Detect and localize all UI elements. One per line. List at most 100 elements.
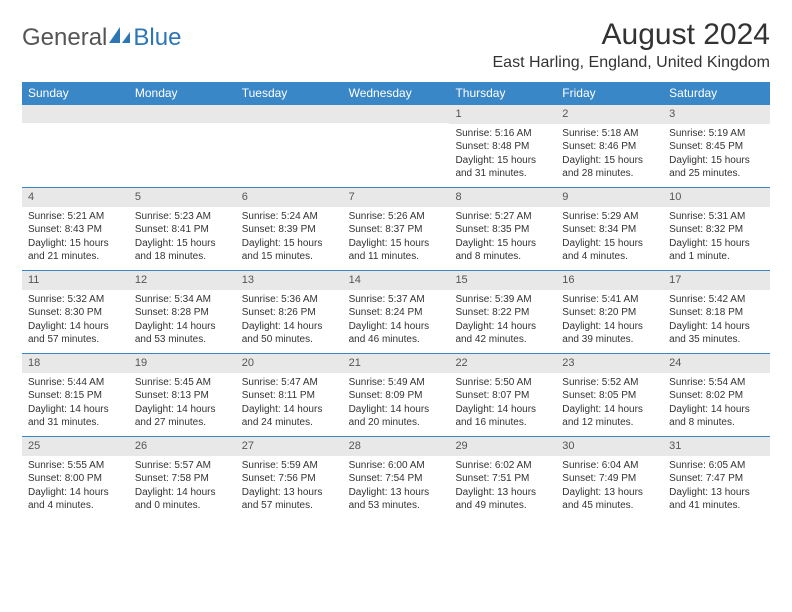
sunrise-text: Sunrise: 5:23 AM — [135, 210, 230, 224]
day-cell: 9Sunrise: 5:29 AMSunset: 8:34 PMDaylight… — [556, 188, 663, 270]
sunrise-text: Sunrise: 5:54 AM — [669, 376, 764, 390]
logo-text-blue: Blue — [133, 24, 181, 52]
sunset-text: Sunset: 8:46 PM — [562, 140, 657, 154]
day-number: 16 — [556, 271, 663, 290]
day-number: 30 — [556, 437, 663, 456]
day-number: 6 — [236, 188, 343, 207]
day-number: 31 — [663, 437, 770, 456]
day-cell: 2Sunrise: 5:18 AMSunset: 8:46 PMDaylight… — [556, 105, 663, 187]
day-cell: 21Sunrise: 5:49 AMSunset: 8:09 PMDayligh… — [343, 354, 450, 436]
day-body: Sunrise: 5:29 AMSunset: 8:34 PMDaylight:… — [556, 207, 663, 268]
sunset-text: Sunset: 8:05 PM — [562, 389, 657, 403]
day-number: 11 — [22, 271, 129, 290]
sunset-text: Sunset: 8:32 PM — [669, 223, 764, 237]
sunrise-text: Sunrise: 5:31 AM — [669, 210, 764, 224]
logo-sail-icon — [109, 27, 131, 50]
day-body: Sunrise: 5:57 AMSunset: 7:58 PMDaylight:… — [129, 456, 236, 517]
day-number: 7 — [343, 188, 450, 207]
sunset-text: Sunset: 8:37 PM — [349, 223, 444, 237]
day-body: Sunrise: 5:18 AMSunset: 8:46 PMDaylight:… — [556, 124, 663, 185]
day-cell: 14Sunrise: 5:37 AMSunset: 8:24 PMDayligh… — [343, 271, 450, 353]
daylight-text: Daylight: 14 hours and 4 minutes. — [28, 486, 123, 513]
day-number — [129, 105, 236, 123]
sunrise-text: Sunrise: 5:26 AM — [349, 210, 444, 224]
day-number: 17 — [663, 271, 770, 290]
day-number: 29 — [449, 437, 556, 456]
sunset-text: Sunset: 8:09 PM — [349, 389, 444, 403]
day-body: Sunrise: 5:41 AMSunset: 8:20 PMDaylight:… — [556, 290, 663, 351]
daylight-text: Daylight: 14 hours and 16 minutes. — [455, 403, 550, 430]
day-number — [343, 105, 450, 123]
daylight-text: Daylight: 15 hours and 1 minute. — [669, 237, 764, 264]
day-header-tue: Tuesday — [236, 82, 343, 104]
sunrise-text: Sunrise: 5:55 AM — [28, 459, 123, 473]
sunrise-text: Sunrise: 6:05 AM — [669, 459, 764, 473]
sunrise-text: Sunrise: 5:24 AM — [242, 210, 337, 224]
day-cell: 20Sunrise: 5:47 AMSunset: 8:11 PMDayligh… — [236, 354, 343, 436]
location: East Harling, England, United Kingdom — [493, 54, 771, 72]
day-number: 28 — [343, 437, 450, 456]
day-cell: 6Sunrise: 5:24 AMSunset: 8:39 PMDaylight… — [236, 188, 343, 270]
day-number: 5 — [129, 188, 236, 207]
day-cell: 15Sunrise: 5:39 AMSunset: 8:22 PMDayligh… — [449, 271, 556, 353]
day-cell — [129, 105, 236, 187]
sunrise-text: Sunrise: 5:18 AM — [562, 127, 657, 141]
day-body: Sunrise: 6:04 AMSunset: 7:49 PMDaylight:… — [556, 456, 663, 517]
day-body: Sunrise: 5:45 AMSunset: 8:13 PMDaylight:… — [129, 373, 236, 434]
daylight-text: Daylight: 14 hours and 27 minutes. — [135, 403, 230, 430]
sunset-text: Sunset: 8:15 PM — [28, 389, 123, 403]
day-number: 19 — [129, 354, 236, 373]
daylight-text: Daylight: 15 hours and 4 minutes. — [562, 237, 657, 264]
day-number: 13 — [236, 271, 343, 290]
sunset-text: Sunset: 8:28 PM — [135, 306, 230, 320]
day-body: Sunrise: 5:16 AMSunset: 8:48 PMDaylight:… — [449, 124, 556, 185]
day-cell: 28Sunrise: 6:00 AMSunset: 7:54 PMDayligh… — [343, 437, 450, 519]
daylight-text: Daylight: 14 hours and 50 minutes. — [242, 320, 337, 347]
day-number — [22, 105, 129, 123]
day-number: 10 — [663, 188, 770, 207]
sunrise-text: Sunrise: 5:16 AM — [455, 127, 550, 141]
sunset-text: Sunset: 8:43 PM — [28, 223, 123, 237]
daylight-text: Daylight: 15 hours and 8 minutes. — [455, 237, 550, 264]
day-cell: 16Sunrise: 5:41 AMSunset: 8:20 PMDayligh… — [556, 271, 663, 353]
day-body: Sunrise: 5:21 AMSunset: 8:43 PMDaylight:… — [22, 207, 129, 268]
sunset-text: Sunset: 7:47 PM — [669, 472, 764, 486]
daylight-text: Daylight: 14 hours and 57 minutes. — [28, 320, 123, 347]
daylight-text: Daylight: 15 hours and 15 minutes. — [242, 237, 337, 264]
day-number — [236, 105, 343, 123]
sunrise-text: Sunrise: 5:27 AM — [455, 210, 550, 224]
day-body: Sunrise: 5:54 AMSunset: 8:02 PMDaylight:… — [663, 373, 770, 434]
day-number: 22 — [449, 354, 556, 373]
daylight-text: Daylight: 14 hours and 53 minutes. — [135, 320, 230, 347]
sunset-text: Sunset: 8:02 PM — [669, 389, 764, 403]
daylight-text: Daylight: 15 hours and 21 minutes. — [28, 237, 123, 264]
sunset-text: Sunset: 7:51 PM — [455, 472, 550, 486]
day-cell: 27Sunrise: 5:59 AMSunset: 7:56 PMDayligh… — [236, 437, 343, 519]
day-cell: 10 Sunrise: 5:31 AMSunset: 8:32 PMDayligh… — [663, 188, 770, 270]
day-cell: 4Sunrise: 5:21 AMSunset: 8:43 PMDaylight… — [22, 188, 129, 270]
daylight-text: Daylight: 13 hours and 57 minutes. — [242, 486, 337, 513]
daylight-text: Daylight: 14 hours and 46 minutes. — [349, 320, 444, 347]
sunset-text: Sunset: 8:13 PM — [135, 389, 230, 403]
sunrise-text: Sunrise: 5:34 AM — [135, 293, 230, 307]
day-body: Sunrise: 5:37 AMSunset: 8:24 PMDaylight:… — [343, 290, 450, 351]
day-number: 8 — [449, 188, 556, 207]
daylight-text: Daylight: 15 hours and 11 minutes. — [349, 237, 444, 264]
sunrise-text: Sunrise: 5:32 AM — [28, 293, 123, 307]
sunset-text: Sunset: 8:41 PM — [135, 223, 230, 237]
day-number: 15 — [449, 271, 556, 290]
day-number: 20 — [236, 354, 343, 373]
day-body: Sunrise: 5:42 AMSunset: 8:18 PMDaylight:… — [663, 290, 770, 351]
day-body: Sunrise: 5:24 AMSunset: 8:39 PMDaylight:… — [236, 207, 343, 268]
day-number: 26 — [129, 437, 236, 456]
sunset-text: Sunset: 8:48 PM — [455, 140, 550, 154]
sunset-text: Sunset: 7:58 PM — [135, 472, 230, 486]
day-body: Sunrise: 5:49 AMSunset: 8:09 PMDaylight:… — [343, 373, 450, 434]
day-body — [22, 123, 129, 130]
day-number: 1 — [449, 105, 556, 124]
header: General Blue August 2024 East Harling, E… — [22, 18, 770, 72]
day-cell: 19Sunrise: 5:45 AMSunset: 8:13 PMDayligh… — [129, 354, 236, 436]
daylight-text: Daylight: 13 hours and 53 minutes. — [349, 486, 444, 513]
day-header-fri: Friday — [556, 82, 663, 104]
day-cell: 7 Sunrise: 5:26 AMSunset: 8:37 PMDaylight… — [343, 188, 450, 270]
